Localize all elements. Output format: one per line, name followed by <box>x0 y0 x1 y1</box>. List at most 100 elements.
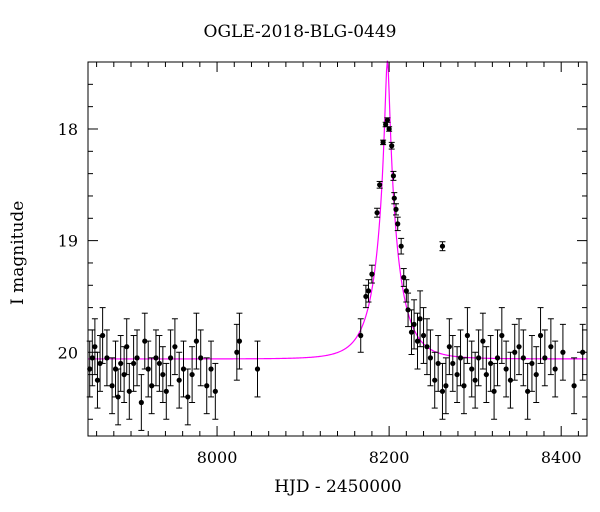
data-point <box>461 383 467 389</box>
data-point <box>389 143 395 149</box>
model-curve <box>88 60 587 360</box>
data-point <box>204 383 210 389</box>
axes: 8000 8200 8400 18 19 20 <box>58 61 588 467</box>
data-point <box>488 360 494 367</box>
data-point <box>383 121 389 128</box>
data-point <box>401 274 407 281</box>
data-point <box>126 388 132 394</box>
data-point <box>414 338 421 344</box>
data-point <box>439 243 446 249</box>
data-point <box>391 195 397 201</box>
data-point <box>446 344 452 350</box>
data-point <box>552 366 558 372</box>
data-point <box>411 321 417 327</box>
data-point <box>193 338 200 344</box>
data-point <box>427 355 434 361</box>
data-point <box>153 355 159 361</box>
data-point <box>208 366 214 372</box>
plot-area <box>86 60 587 431</box>
data-point <box>439 388 446 394</box>
x-tick-label: 8000 <box>197 448 238 467</box>
data-point <box>560 349 566 355</box>
data-point <box>405 307 411 313</box>
data-point <box>454 371 460 378</box>
data-point <box>358 332 364 339</box>
data-point <box>512 349 518 355</box>
data-point <box>115 394 121 400</box>
data-point <box>380 139 386 145</box>
data-point <box>145 366 151 372</box>
data-point <box>548 344 554 350</box>
data-point <box>163 388 169 394</box>
data-point <box>124 344 130 350</box>
data-point <box>160 371 166 378</box>
data-point <box>149 383 155 389</box>
data-point <box>109 383 115 389</box>
data-point <box>494 355 501 361</box>
data-point <box>393 206 399 212</box>
data-point <box>374 210 380 216</box>
data-point <box>417 316 423 322</box>
data-point <box>118 360 124 367</box>
data-point <box>537 332 544 339</box>
data-point <box>92 344 98 350</box>
data-point <box>507 377 514 383</box>
data-point <box>130 360 137 367</box>
data-point <box>491 388 497 394</box>
data-point <box>390 173 397 179</box>
data-point <box>472 377 478 383</box>
data-point <box>443 383 449 389</box>
data-point <box>395 221 401 227</box>
data-point <box>503 366 509 372</box>
data-point <box>369 271 375 277</box>
data-point <box>435 360 441 367</box>
data-point <box>432 377 438 383</box>
data-point <box>363 293 369 300</box>
data-point <box>234 349 240 355</box>
y-tick-label: 18 <box>58 120 78 139</box>
data-point <box>424 344 430 350</box>
data-point <box>94 377 101 383</box>
data-point <box>469 366 475 372</box>
data-point <box>198 355 204 361</box>
data-point <box>384 117 390 123</box>
data-point <box>138 399 144 406</box>
data-point <box>236 338 243 344</box>
data-point <box>571 383 577 389</box>
data-point <box>520 355 526 361</box>
data-point <box>156 360 163 367</box>
data-point <box>365 288 372 294</box>
data-point <box>142 338 148 344</box>
data-point <box>450 360 456 367</box>
data-point <box>398 243 404 249</box>
data-point <box>189 371 195 378</box>
chart-title: OGLE-2018-BLG-0449 <box>203 22 397 42</box>
y-axis-label: I magnitude <box>8 200 28 305</box>
data-point <box>516 344 522 350</box>
y-tick-label: 20 <box>58 343 78 362</box>
data-point <box>475 355 482 361</box>
x-tick-label: 8200 <box>369 448 410 467</box>
data-point <box>480 338 486 344</box>
data-point <box>104 355 110 361</box>
data-point <box>457 355 464 361</box>
data-point <box>542 355 548 361</box>
data-point <box>483 371 489 378</box>
data-point <box>533 371 539 378</box>
data-point <box>377 182 383 188</box>
data-point <box>386 126 392 132</box>
data-point <box>525 388 531 394</box>
data-point <box>254 366 261 372</box>
y-tick-label: 19 <box>58 232 78 251</box>
data-point <box>176 377 182 383</box>
data-point <box>100 332 106 339</box>
data-point <box>529 360 535 367</box>
data-point <box>403 288 409 294</box>
data-point <box>180 366 187 372</box>
data-point <box>185 394 191 400</box>
x-axis-label: HJD - 2450000 <box>274 477 402 497</box>
data-point <box>499 332 505 339</box>
data-point <box>172 344 178 350</box>
data-point <box>89 355 95 361</box>
